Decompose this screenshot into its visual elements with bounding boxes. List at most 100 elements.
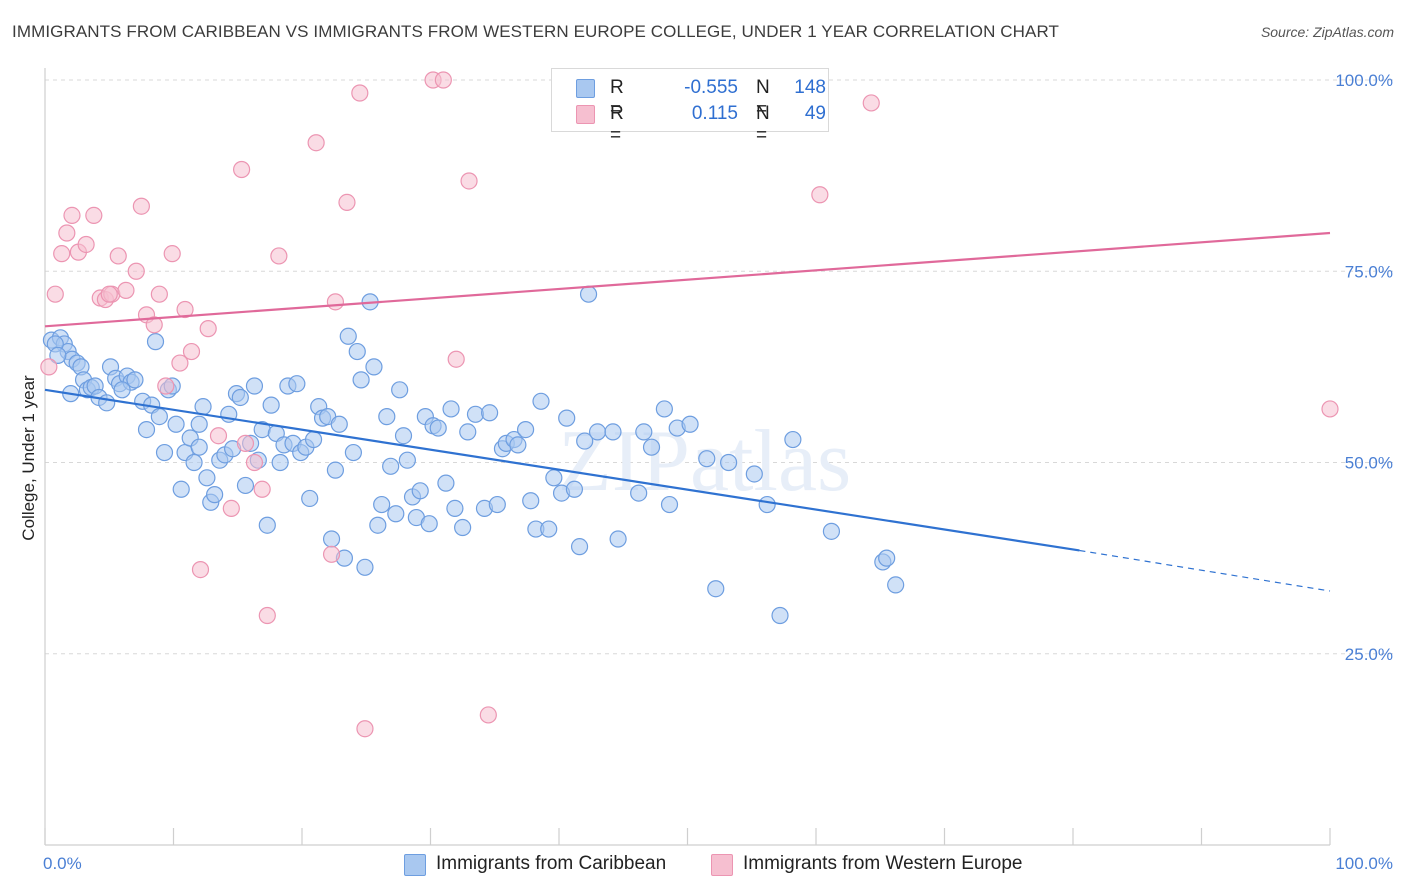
caribbean-point [236, 476, 255, 495]
caribbean-point [49, 346, 67, 364]
caribbean-point [660, 495, 679, 514]
caribbean-point [387, 505, 405, 523]
caribbean-point [609, 530, 627, 548]
westeu-point [351, 84, 369, 102]
caribbean-point [420, 515, 438, 533]
westeu-point [245, 453, 264, 472]
caribbean-point [459, 423, 477, 441]
westeu-points [40, 71, 1339, 738]
caribbean-point [126, 371, 144, 389]
westeu-point [1321, 400, 1339, 418]
legend-r-label: R = [610, 103, 624, 146]
axis-labels: 25.0% 50.0% 75.0% 100.0% 0.0% 100.0% College, … [19, 71, 1393, 873]
westeu-point [85, 206, 103, 225]
westeu-point [40, 358, 58, 376]
caribbean-point [155, 443, 174, 462]
bottom-legend-label: Immigrants from Caribbean [436, 853, 667, 874]
caribbean-point [356, 558, 374, 576]
caribbean-point [190, 415, 208, 433]
westeu-point [479, 706, 497, 724]
westeu-point [53, 245, 71, 263]
caribbean-point [365, 358, 383, 376]
legend-n-value: 49 [804, 103, 826, 124]
caribbean-point [878, 549, 896, 567]
westeu-point [145, 316, 163, 334]
westeu-point [157, 377, 175, 395]
caribbean-trend-line [44, 388, 1080, 552]
westeu-point [163, 245, 181, 263]
westeu-point [356, 720, 374, 738]
legend-r-value: 0.115 [691, 103, 738, 124]
westeu-point [236, 434, 255, 452]
caribbean-point [378, 408, 396, 426]
caribbean-point [784, 430, 802, 449]
caribbean-point [758, 495, 776, 514]
westeu-point [77, 235, 95, 254]
westeu-point [176, 300, 194, 319]
caribbean-point [369, 516, 387, 534]
caribbean-point [481, 404, 499, 422]
westeu-point [46, 285, 64, 303]
legend-swatch-westeu [576, 105, 595, 124]
caribbean-point [271, 453, 289, 472]
caribbean-trend-extension [1079, 549, 1331, 592]
caribbean-point [288, 375, 306, 393]
westeu-point [447, 350, 465, 368]
caribbean-point [172, 480, 190, 498]
axes [44, 68, 1331, 846]
caribbean-point [635, 423, 653, 441]
westeu-point [109, 247, 127, 265]
caribbean-point [570, 538, 589, 556]
caribbean-point [558, 409, 576, 427]
westeu-point [150, 285, 168, 303]
westeu-point [63, 206, 81, 225]
caribbean-point [167, 415, 185, 433]
caribbean-point [344, 443, 362, 462]
westeu-point [862, 94, 880, 112]
caribbean-point [231, 388, 249, 407]
caribbean-point [488, 495, 506, 514]
caribbean-point [394, 427, 413, 445]
westeu-point [58, 224, 76, 242]
caribbean-point [707, 580, 725, 598]
caribbean-point [304, 430, 323, 449]
caribbean-point [454, 518, 472, 537]
westeu-point [460, 172, 478, 190]
caribbean-point [545, 469, 563, 487]
legend-r-value: -0.555 [684, 77, 738, 98]
caribbean-point [258, 516, 276, 534]
caribbean-point [352, 371, 370, 389]
caribbean-point [437, 474, 455, 492]
caribbean-point [466, 405, 485, 423]
caribbean-point [348, 342, 366, 361]
x-tick-label-min: 0.0% [43, 854, 82, 873]
caribbean-point [642, 438, 661, 456]
westeu-point [811, 186, 829, 204]
caribbean-point [113, 381, 131, 399]
caribbean-point [262, 396, 280, 414]
legend-n-label: N = [756, 77, 770, 120]
caribbean-point [146, 333, 165, 351]
source-label: Source: ZipAtlas.com [1260, 24, 1394, 40]
westeu-point [258, 606, 276, 625]
caribbean-point [655, 400, 673, 418]
caribbean-point [887, 576, 905, 594]
caribbean-point [822, 522, 841, 540]
caribbean-point [398, 451, 416, 469]
westeu-point [326, 293, 345, 311]
caribbean-point [245, 377, 264, 395]
westeu-point [270, 247, 288, 265]
caribbean-point [137, 421, 156, 439]
caribbean-point [411, 482, 429, 500]
caribbean-point [322, 530, 341, 548]
westeu-point [132, 197, 150, 215]
caribbean-point [576, 432, 594, 450]
caribbean-point [522, 492, 540, 510]
westeu-point [199, 320, 217, 338]
caribbean-point [326, 461, 345, 479]
caribbean-point [579, 285, 598, 303]
caribbean-point [339, 327, 357, 345]
caribbean-point [150, 408, 168, 426]
caribbean-point [681, 415, 699, 433]
caribbean-point [532, 392, 550, 410]
